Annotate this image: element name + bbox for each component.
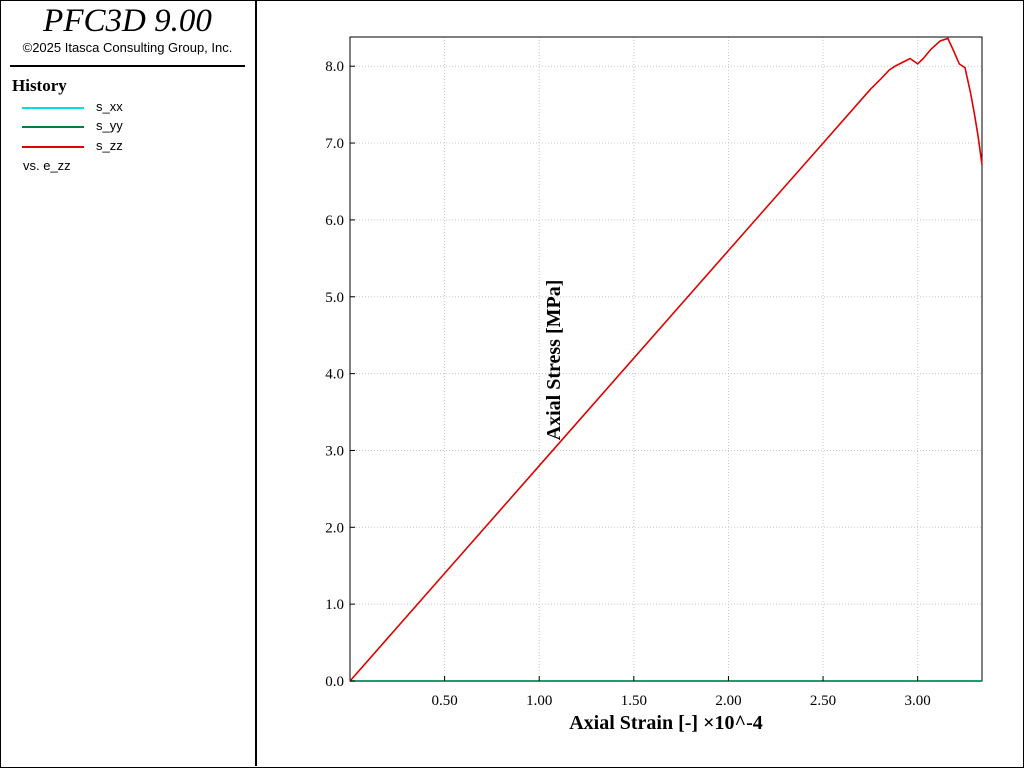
legend-item-s-yy: s_yy bbox=[22, 118, 242, 136]
legend-swatch-s-zz bbox=[22, 146, 84, 148]
legend-label-s-zz: s_zz bbox=[96, 138, 123, 153]
series-line-s-zz bbox=[349, 37, 983, 682]
legend-panel: PFC3D 9.00 ©2025 Itasca Consulting Group… bbox=[0, 0, 257, 766]
legend-swatch-s-xx bbox=[22, 107, 84, 109]
legend-label-s-xx: s_xx bbox=[96, 99, 123, 114]
grid-lines bbox=[350, 37, 982, 681]
y-tick-label: 0.0 bbox=[325, 674, 344, 690]
y-tick-label: 3.0 bbox=[325, 443, 344, 459]
y-tick-label: 8.0 bbox=[325, 59, 344, 75]
legend-item-s-xx: s_xx bbox=[22, 99, 242, 117]
x-tick-label: 1.50 bbox=[621, 693, 647, 709]
title-divider bbox=[10, 65, 245, 67]
legend-swatch-s-yy bbox=[22, 126, 84, 128]
x-tick-label: 2.00 bbox=[715, 693, 741, 709]
legend-vs-label: vs. e_zz bbox=[23, 158, 71, 173]
y-tick-label: 2.0 bbox=[325, 520, 344, 536]
series-layer bbox=[349, 37, 983, 682]
app-title: PFC3D 9.00 bbox=[43, 3, 212, 39]
legend-label-s-yy: s_yy bbox=[96, 118, 123, 133]
y-tick-label: 4.0 bbox=[325, 367, 344, 383]
legend-heading: History bbox=[12, 76, 67, 95]
y-axis-title: Axial Stress [MPa] bbox=[543, 280, 565, 441]
x-tick-label: 3.00 bbox=[905, 693, 931, 709]
x-tick-label: 2.50 bbox=[810, 693, 836, 709]
x-axis-title: Axial Strain [-] ×10^-4 bbox=[569, 712, 763, 734]
legend-item-s-zz: s_zz bbox=[22, 138, 242, 156]
x-tick-label: 0.50 bbox=[431, 693, 457, 709]
y-tick-label: 5.0 bbox=[325, 290, 344, 306]
x-tick-label: 1.00 bbox=[526, 693, 552, 709]
y-tick-label: 7.0 bbox=[325, 136, 344, 152]
y-tick-label: 1.0 bbox=[325, 597, 344, 613]
y-tick-label: 6.0 bbox=[325, 213, 344, 229]
history-plot: 0.50 1.00 1.50 2.00 2.50 3.00 0.0 1.0 2.0 3.0 4.0 5… bbox=[325, 36, 983, 734]
tick-labels: 0.50 1.00 1.50 2.00 2.50 3.00 0.0 1.0 2.0 3.0 4.0 5… bbox=[325, 59, 931, 709]
copyright-notice: ©2025 Itasca Consulting Group, Inc. bbox=[22, 40, 233, 55]
